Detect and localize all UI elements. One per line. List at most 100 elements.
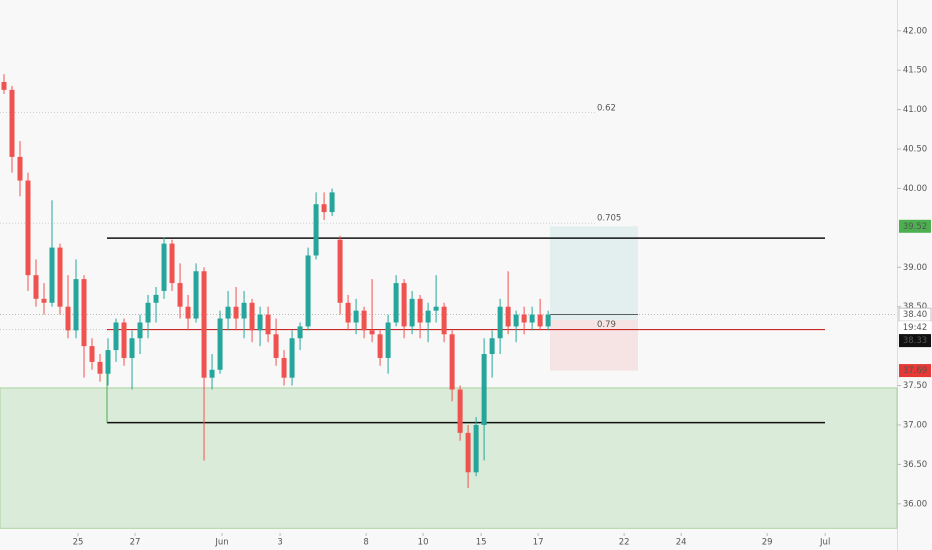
x-tick-label: 22: [619, 538, 630, 548]
candle-body: [521, 314, 527, 323]
candle-body: [545, 314, 551, 327]
candle-body: [41, 298, 47, 303]
candle-body: [233, 306, 239, 319]
candle-body: [401, 283, 407, 327]
candle-body: [65, 306, 71, 331]
y-tick-label: 37.00: [903, 420, 927, 430]
x-tick-label: 17: [533, 538, 544, 548]
candle-body: [409, 298, 415, 327]
candle-body: [57, 247, 63, 307]
candle-body: [289, 338, 295, 378]
y-tick-label: 41.50: [903, 66, 927, 76]
fib-label: 0.62: [597, 103, 616, 113]
candle-body: [177, 283, 183, 307]
candle-body: [121, 322, 127, 358]
candle-body: [97, 361, 103, 374]
demand-zone: [0, 387, 898, 529]
candle-body: [161, 243, 167, 291]
candle-body: [449, 334, 455, 390]
fib-label: 0.79: [597, 320, 616, 330]
candle-body: [217, 318, 223, 370]
candle-body: [105, 350, 111, 374]
candle-body: [513, 314, 519, 327]
y-tick-label: 40.50: [903, 145, 927, 155]
candle-body: [33, 275, 39, 299]
candle-body: [129, 338, 135, 358]
candle-body: [209, 369, 215, 378]
target-label-box: [899, 219, 931, 233]
candle-body: [113, 322, 119, 351]
stop-label-box: [899, 364, 931, 378]
fib-label: 0.705: [597, 214, 621, 224]
y-tick-label: 37.50: [903, 381, 927, 391]
candle-body: [145, 302, 151, 323]
candle-body: [81, 279, 87, 347]
candle-body: [361, 310, 367, 331]
candle-body: [425, 310, 431, 323]
candle-body: [249, 302, 255, 331]
y-tick-label: 36.50: [903, 460, 927, 470]
x-tick-label: 10: [418, 538, 429, 548]
candle-body: [185, 306, 191, 319]
last-price-label: 38.40: [903, 310, 927, 320]
candle-body: [369, 330, 375, 335]
x-tick-label: Jun: [214, 538, 228, 548]
candle-body: [441, 306, 447, 335]
candle-body: [489, 338, 495, 355]
candle-body: [1, 82, 7, 90]
y-tick-label: 38.50: [903, 302, 927, 312]
x-tick-label: Jul: [819, 538, 830, 548]
candle-body: [481, 354, 487, 425]
candle-body: [169, 243, 175, 284]
x-tick-label: 15: [476, 538, 487, 548]
x-tick-label: 27: [130, 538, 141, 548]
candle-body: [337, 239, 343, 303]
candle-body: [225, 306, 231, 319]
candle-body: [457, 389, 463, 433]
stop-label: 37.69: [903, 366, 927, 376]
entry-label: 38.33: [903, 336, 927, 346]
candle-body: [153, 294, 159, 303]
candle-body: [89, 346, 95, 362]
x-tick-label: 29: [762, 538, 773, 548]
candle-body: [345, 302, 351, 323]
target-label: 39.52: [903, 222, 927, 232]
candle-body: [193, 271, 199, 319]
candle-body: [353, 310, 359, 323]
y-tick-label: 36.00: [903, 499, 927, 509]
countdown-box: [899, 321, 931, 335]
candle-body: [265, 314, 271, 335]
target-zone: [550, 226, 638, 321]
y-tick-label: 41.00: [903, 105, 927, 115]
candle-body: [73, 279, 79, 331]
countdown: 19:42: [903, 323, 928, 333]
candle-body: [393, 283, 399, 323]
candle-body: [433, 306, 439, 311]
candle-body: [473, 424, 479, 473]
candle-body: [385, 322, 391, 358]
candle-body: [201, 271, 207, 378]
y-tick-label: 40.00: [903, 184, 927, 194]
candle-body: [417, 298, 423, 323]
x-tick-label: 3: [277, 538, 282, 548]
candle-body: [505, 306, 511, 327]
x-tick-label: 8: [363, 538, 368, 548]
candle-body: [497, 306, 503, 339]
entry-label-box: [899, 334, 931, 348]
y-tick-label: 39.00: [903, 263, 927, 273]
candle-body: [329, 192, 335, 213]
candle-body: [9, 89, 15, 157]
candle-body: [321, 204, 327, 213]
candle-body: [241, 302, 247, 319]
candle-body: [17, 156, 23, 181]
candle-body: [257, 314, 263, 331]
candle-body: [529, 314, 535, 323]
candle-body: [25, 180, 31, 276]
stop-zone: [550, 320, 638, 371]
x-tick-label: 24: [676, 538, 687, 548]
candle-body: [273, 334, 279, 358]
candle-body: [313, 204, 319, 256]
candle-body: [281, 357, 287, 378]
candle-body: [377, 334, 383, 358]
